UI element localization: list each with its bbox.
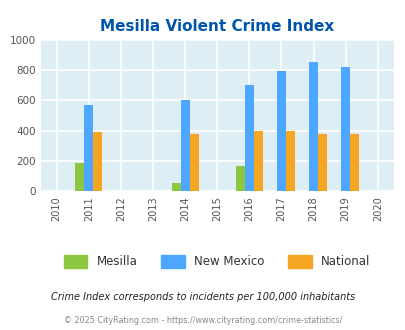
Bar bbox=[253, 131, 262, 191]
Bar bbox=[317, 134, 326, 191]
Bar bbox=[93, 132, 102, 191]
Bar bbox=[84, 105, 93, 191]
Bar bbox=[244, 85, 253, 191]
Text: Crime Index corresponds to incidents per 100,000 inhabitants: Crime Index corresponds to incidents per… bbox=[51, 292, 354, 302]
Bar bbox=[276, 72, 285, 191]
Legend: Mesilla, New Mexico, National: Mesilla, New Mexico, National bbox=[64, 255, 370, 268]
Bar bbox=[75, 163, 84, 191]
Bar bbox=[189, 135, 198, 191]
Bar bbox=[308, 62, 317, 191]
Bar bbox=[180, 100, 189, 191]
Bar bbox=[235, 166, 244, 191]
Bar bbox=[340, 67, 349, 191]
Bar bbox=[349, 134, 358, 191]
Bar bbox=[171, 183, 180, 191]
Bar bbox=[285, 131, 294, 191]
Text: © 2025 CityRating.com - https://www.cityrating.com/crime-statistics/: © 2025 CityRating.com - https://www.city… bbox=[64, 315, 341, 325]
Title: Mesilla Violent Crime Index: Mesilla Violent Crime Index bbox=[100, 19, 333, 34]
